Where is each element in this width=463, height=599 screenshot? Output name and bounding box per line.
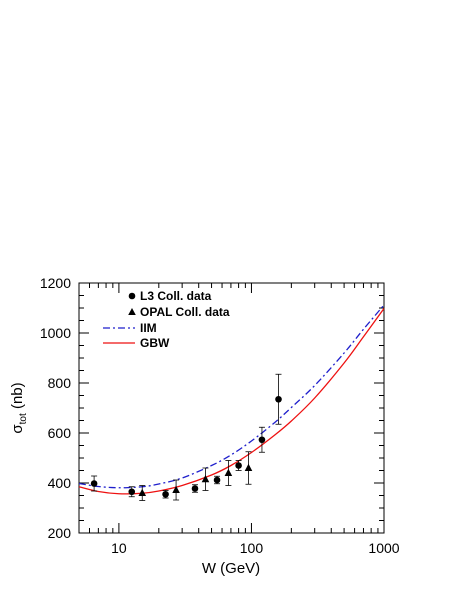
- l3-data-point: [191, 485, 199, 492]
- y-tick-label: 200: [48, 525, 72, 541]
- l3-data-point: [90, 480, 98, 487]
- y-tick-label: 1200: [40, 275, 71, 291]
- opal-data-point: [138, 488, 147, 496]
- x-tick-label: 10: [111, 540, 127, 556]
- l3-data-point: [213, 476, 221, 484]
- y-tick-label: 400: [48, 475, 72, 491]
- legend-l3-marker: [128, 292, 136, 300]
- opal-data-point: [224, 468, 233, 476]
- legend-label-1: OPAL Coll. data: [140, 305, 230, 319]
- l3-data-point: [258, 436, 266, 444]
- opal-data-point: [244, 463, 253, 471]
- l3-data-point: [235, 462, 242, 469]
- x-axis-label: W (GeV): [202, 560, 260, 577]
- legend-label-2: IIM: [140, 321, 157, 335]
- opal-data-point: [172, 485, 180, 493]
- opal-data-point: [201, 475, 210, 483]
- legend-label-3: GBW: [140, 336, 170, 350]
- legend-label-0: L3 Coll. data: [140, 289, 212, 303]
- data-points: [90, 373, 282, 501]
- y-axis-label-symbol: σ: [9, 424, 26, 434]
- y-tick-label: 600: [48, 425, 72, 441]
- y-axis-label-subscript: tot: [18, 413, 29, 424]
- l3-data-point: [162, 490, 169, 498]
- l3-data-point: [275, 395, 282, 403]
- curve-iim: [78, 304, 385, 489]
- x-tick-label: 100: [240, 540, 264, 556]
- l3-data-point: [128, 488, 136, 496]
- y-axis-label-unit: (nb): [9, 382, 26, 413]
- plot-frame: [78, 282, 385, 534]
- curve-gbw: [78, 308, 385, 495]
- tick-labels: 10 100 1000 200 400 600 800 1000 1200: [40, 275, 400, 556]
- y-tick-label: 1000: [40, 325, 71, 341]
- y-tick-label: 800: [48, 375, 72, 391]
- axis-ticks: [78, 282, 385, 534]
- legend-opal-marker: [128, 308, 136, 315]
- y-axis-label: σtot (nb): [9, 382, 29, 433]
- model-curves: [78, 304, 385, 495]
- x-tick-label: 1000: [368, 540, 399, 556]
